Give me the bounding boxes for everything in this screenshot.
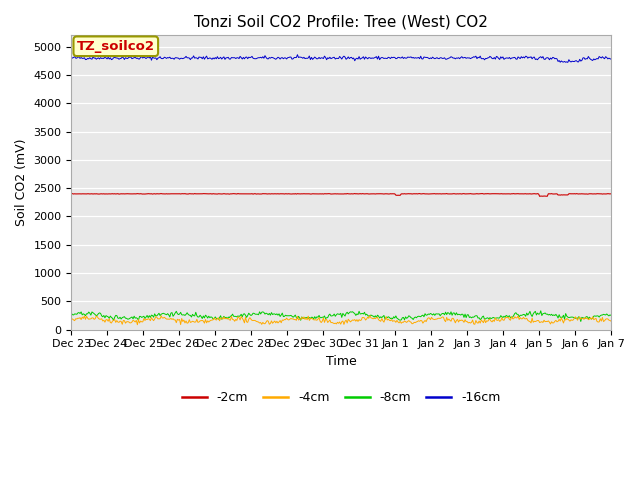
Title: Tonzi Soil CO2 Profile: Tree (West) CO2: Tonzi Soil CO2 Profile: Tree (West) CO2: [195, 15, 488, 30]
X-axis label: Time: Time: [326, 355, 356, 368]
Text: TZ_soilco2: TZ_soilco2: [77, 40, 155, 53]
Y-axis label: Soil CO2 (mV): Soil CO2 (mV): [15, 139, 28, 226]
Legend: -2cm, -4cm, -8cm, -16cm: -2cm, -4cm, -8cm, -16cm: [177, 386, 506, 409]
